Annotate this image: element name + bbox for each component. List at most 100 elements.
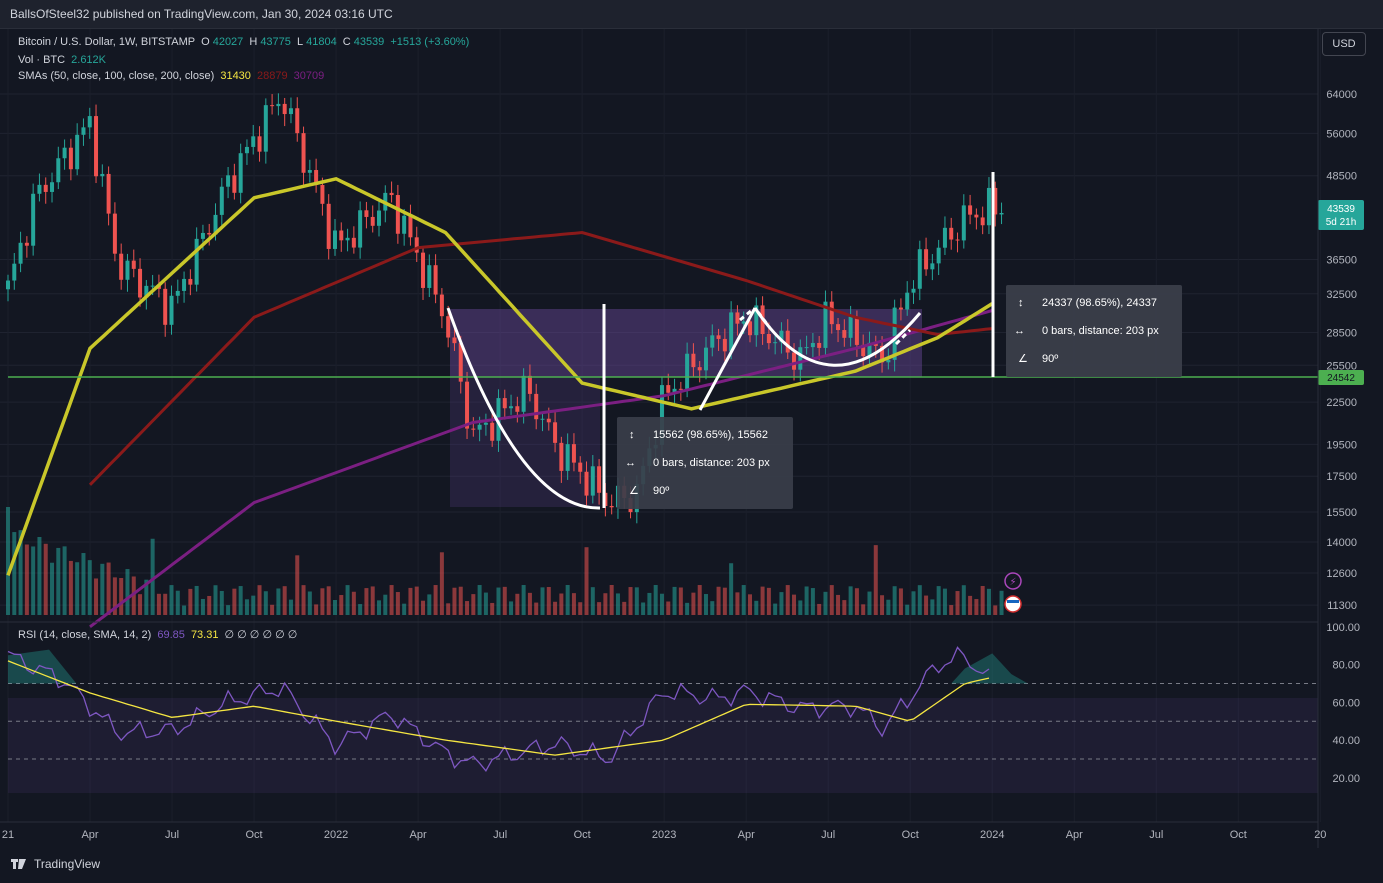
measure-bars-2: 0 bars, distance: 203 px xyxy=(1042,325,1159,337)
candle xyxy=(779,330,784,343)
measure-arrow-icon: ↕ xyxy=(629,429,635,441)
volume-bar xyxy=(452,587,457,615)
tradingview-logo[interactable]: TradingView xyxy=(10,857,100,871)
volume-bar xyxy=(50,562,55,615)
candle xyxy=(710,335,715,348)
time-tick: Apr xyxy=(410,829,427,841)
volume-bar xyxy=(6,507,10,615)
candle xyxy=(427,265,432,288)
candle xyxy=(358,210,363,248)
volume-bar xyxy=(628,587,633,615)
candle xyxy=(138,268,143,298)
volume-bar xyxy=(301,585,306,615)
rsi-tick: 20.00 xyxy=(1332,773,1360,785)
candle xyxy=(364,210,369,217)
symbol-label: Bitcoin / U.S. Dollar, 1W, BITSTAMP xyxy=(18,36,196,48)
rsi-ma-line xyxy=(7,660,990,756)
price-tick: 15500 xyxy=(1326,507,1357,519)
time-tick: Jul xyxy=(1149,829,1163,841)
volume-bar xyxy=(251,595,256,615)
volume-bar xyxy=(735,592,740,615)
candle xyxy=(590,466,595,496)
volume-bar xyxy=(263,591,268,615)
candle xyxy=(389,192,394,196)
rsi-levels xyxy=(8,683,1318,760)
volume-bar xyxy=(421,600,426,615)
candle xyxy=(433,265,438,295)
candle xyxy=(659,385,664,445)
volume-bar xyxy=(156,593,161,615)
candle xyxy=(125,260,130,280)
candle xyxy=(521,375,526,412)
candle xyxy=(905,292,910,310)
candle xyxy=(37,184,42,194)
volume-bar xyxy=(377,600,382,615)
candle xyxy=(697,367,702,371)
volume-bar xyxy=(358,604,363,615)
volume-bar xyxy=(748,594,753,615)
candle xyxy=(75,134,80,170)
candle xyxy=(578,462,583,472)
price-tick: 48500 xyxy=(1326,171,1357,183)
candle xyxy=(471,428,476,430)
candle xyxy=(326,203,331,249)
candle xyxy=(465,381,470,429)
volume-bar xyxy=(766,587,771,615)
price-tick: 19500 xyxy=(1326,439,1357,451)
volume-bar xyxy=(402,603,407,615)
volume-bar xyxy=(930,599,935,615)
candle xyxy=(270,105,275,107)
volume-bar xyxy=(697,585,702,615)
candle xyxy=(81,127,86,135)
candle xyxy=(226,175,231,187)
time-tick: 2022 xyxy=(324,829,348,841)
volume-bar xyxy=(389,585,394,615)
volume-bar xyxy=(716,586,721,615)
brand-label: TradingView xyxy=(34,857,101,871)
time-tick: Oct xyxy=(245,829,262,841)
time-axis: 21 Apr Jul Oct 2022 Apr Jul Oct 2023 Apr Jul Oct 202… xyxy=(2,829,1327,841)
candle xyxy=(307,170,312,173)
volume-bar xyxy=(986,588,991,615)
volume-bar xyxy=(213,585,218,615)
candle xyxy=(182,278,187,291)
volume-bar xyxy=(175,590,180,615)
volume-bar xyxy=(43,543,48,615)
volume-bar xyxy=(571,593,576,615)
price-tick: 64000 xyxy=(1326,89,1357,101)
volume-bar xyxy=(647,592,652,615)
volume-bar xyxy=(842,600,847,615)
volume-bar xyxy=(590,587,595,615)
candle xyxy=(766,334,771,344)
candle xyxy=(854,316,859,345)
candle xyxy=(798,347,803,370)
volume-bar xyxy=(18,530,23,615)
candle xyxy=(56,158,61,183)
candle xyxy=(842,330,847,338)
rsi-ma-value: 73.31 xyxy=(190,629,219,641)
candle xyxy=(150,285,155,287)
volume-bar xyxy=(854,588,859,615)
candle xyxy=(414,237,419,253)
volume-bar xyxy=(182,605,187,615)
volume-bar xyxy=(320,588,325,615)
candle xyxy=(829,301,834,325)
volume-bar xyxy=(634,587,639,615)
candle xyxy=(94,116,99,177)
volume-bar xyxy=(125,569,130,615)
volume-bar xyxy=(502,586,507,615)
candle xyxy=(301,133,306,173)
volume-bar xyxy=(653,585,658,615)
price-tick: 36500 xyxy=(1326,255,1357,267)
currency-button[interactable]: USD xyxy=(1322,32,1366,56)
candle xyxy=(559,442,564,471)
volume-bar xyxy=(703,594,708,615)
volume-bar xyxy=(94,578,99,615)
legend-sma: SMAs (50, close, 100, close, 200, close)… xyxy=(18,70,327,82)
volume-bar xyxy=(597,602,602,615)
candle xyxy=(741,321,746,324)
candle xyxy=(207,232,212,235)
candle xyxy=(219,186,224,215)
candle xyxy=(597,466,602,493)
